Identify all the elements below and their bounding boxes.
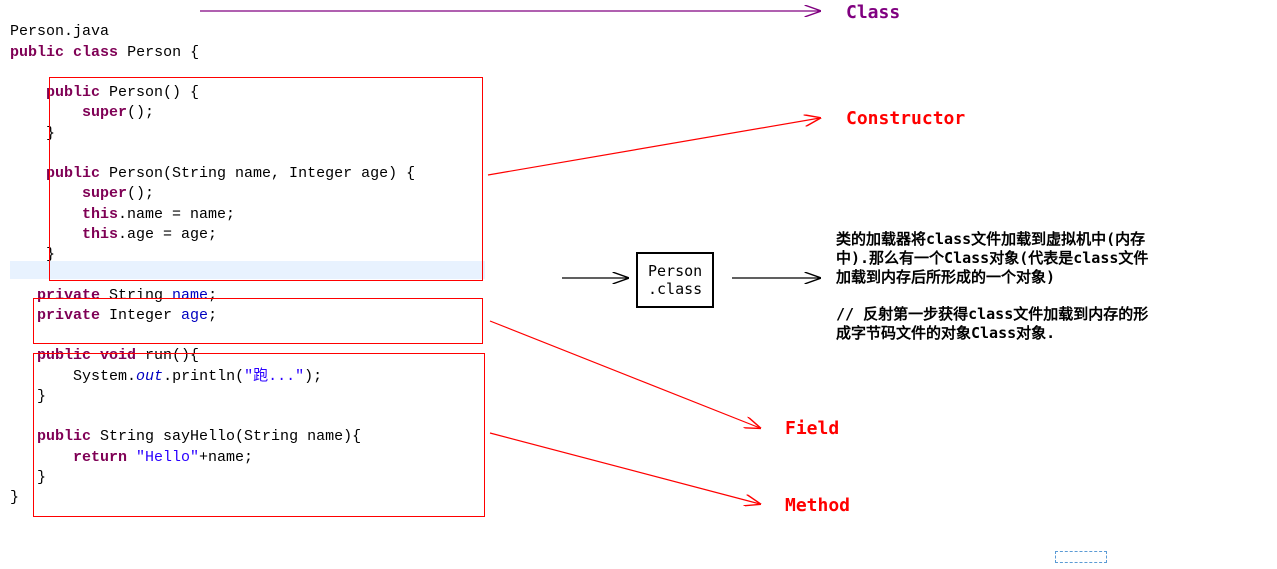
arrow-method — [490, 433, 760, 504]
label-class: Class — [846, 2, 900, 23]
classbox-l1: Person — [648, 262, 702, 280]
classbox-l2: .class — [648, 280, 702, 298]
t: } — [10, 489, 19, 506]
class-file-box: Person .class — [636, 252, 714, 308]
constructor-box — [49, 77, 483, 281]
description-p1: 类的加载器将class文件加载到虚拟机中(内存 中).那么有一个Class对象(… — [836, 230, 1256, 286]
label-constructor: Constructor — [846, 108, 965, 129]
kw-public: public — [10, 44, 64, 61]
arrow-field — [490, 321, 760, 428]
label-field: Field — [785, 418, 839, 439]
description-p2: // 反射第一步获得class文件加载到内存的形 成字节码文件的对象Class对… — [836, 305, 1256, 343]
kw-class: class — [73, 44, 118, 61]
filename: Person.java — [10, 23, 109, 40]
field-box — [33, 298, 483, 344]
label-method: Method — [785, 495, 850, 516]
class-name: Person { — [127, 44, 199, 61]
method-box — [33, 353, 485, 517]
selection-marker — [1055, 551, 1107, 563]
arrow-constructor — [488, 118, 820, 175]
